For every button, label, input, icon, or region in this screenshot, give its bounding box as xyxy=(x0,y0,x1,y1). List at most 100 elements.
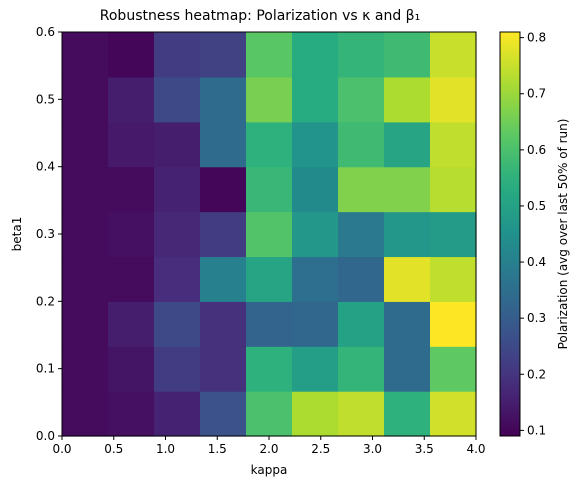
colorbar-tick-label: 0.6 xyxy=(527,143,546,157)
x-tick-label: 2.0 xyxy=(259,442,278,456)
heatmap-cell xyxy=(292,121,339,168)
colorbar-tick-label: 0.8 xyxy=(527,31,546,45)
heatmap-cell xyxy=(338,256,385,302)
heatmap-cell xyxy=(62,301,109,347)
heatmap-cell xyxy=(430,121,477,168)
heatmap-cell xyxy=(384,166,431,213)
x-axis-ticks: 0.0 0.5 1.0 1.5 2.0 2.5 3.0 3.5 4.0 xyxy=(52,436,486,456)
heatmap-cell xyxy=(246,301,293,347)
heatmap-cell xyxy=(338,76,385,123)
heatmap-cell xyxy=(292,211,339,258)
heatmap-cell xyxy=(154,256,201,302)
heatmap-cell xyxy=(338,166,385,213)
x-axis-label: kappa xyxy=(251,463,288,477)
heatmap-cell xyxy=(384,211,431,258)
colorbar xyxy=(499,31,521,437)
heatmap-cell xyxy=(246,391,293,437)
heatmap-cell xyxy=(200,346,247,392)
heatmap-cell xyxy=(200,301,247,347)
heatmap-cell xyxy=(108,121,155,168)
heatmap-cell xyxy=(384,391,431,437)
heatmap-cell xyxy=(292,166,339,213)
y-tick-label: 0.4 xyxy=(36,160,55,174)
heatmap-cell xyxy=(108,301,155,347)
heatmap-cell xyxy=(200,256,247,302)
y-axis-label: beta1 xyxy=(10,217,24,252)
heatmap-cell xyxy=(62,346,109,392)
heatmap-cell xyxy=(430,346,477,392)
heatmap-cell xyxy=(384,32,431,78)
colorbar-tick-label: 0.7 xyxy=(527,87,546,101)
heatmap-cell xyxy=(62,391,109,437)
heatmap-cell xyxy=(430,76,477,123)
heatmap-cell xyxy=(292,76,339,123)
heatmap-cell xyxy=(200,166,247,213)
heatmap-cell xyxy=(246,32,293,78)
colorbar-tick-label: 0.2 xyxy=(527,367,546,381)
heatmap-cell xyxy=(62,166,109,213)
colorbar-tick-label: 0.1 xyxy=(527,423,546,437)
heatmap-cell xyxy=(430,32,477,78)
heatmap-cell xyxy=(154,301,201,347)
heatmap-cell xyxy=(200,32,247,78)
y-tick-label: 0.3 xyxy=(36,227,55,241)
heatmap-cell xyxy=(384,121,431,168)
heatmap-cell xyxy=(384,256,431,302)
x-tick-label: 3.0 xyxy=(363,442,382,456)
heatmap-cell xyxy=(338,121,385,168)
heatmap-cell xyxy=(338,391,385,437)
x-tick-label: 0.5 xyxy=(104,442,123,456)
heatmap-cell xyxy=(200,121,247,168)
x-tick-label: 4.0 xyxy=(466,442,485,456)
heatmap-cell xyxy=(430,391,477,437)
heatmap-cell xyxy=(154,166,201,213)
heatmap-cell xyxy=(154,211,201,258)
y-tick-label: 0.6 xyxy=(36,25,55,39)
x-tick-label: 0.0 xyxy=(52,442,71,456)
colorbar-ticks: 0.1 0.2 0.3 0.4 0.5 0.6 0.7 0.8 xyxy=(520,31,546,437)
heatmap-cell xyxy=(338,211,385,258)
heatmap-cell xyxy=(292,301,339,347)
heatmap-cell xyxy=(154,76,201,123)
heatmap-cell xyxy=(108,211,155,258)
heatmap-cell xyxy=(338,32,385,78)
heatmap-cell xyxy=(430,166,477,213)
chart-title: Robustness heatmap: Polarization vs κ an… xyxy=(100,8,420,24)
y-tick-label: 0.0 xyxy=(36,429,55,443)
heatmap-cell xyxy=(62,256,109,302)
x-tick-label: 1.0 xyxy=(156,442,175,456)
heatmap-cell xyxy=(108,256,155,302)
heatmap-cell xyxy=(246,121,293,168)
heatmap-cell xyxy=(246,211,293,258)
heatmap-cell xyxy=(292,32,339,78)
heatmap-cell xyxy=(108,32,155,78)
heatmap-cells xyxy=(62,32,477,437)
y-axis-ticks: 0.0 0.1 0.2 0.3 0.4 0.5 0.6 xyxy=(36,25,62,443)
heatmap-cell xyxy=(292,346,339,392)
heatmap-cell xyxy=(246,166,293,213)
heatmap-cell xyxy=(108,76,155,123)
heatmap-cell xyxy=(246,256,293,302)
heatmap-cell xyxy=(430,256,477,302)
heatmap-cell xyxy=(384,346,431,392)
heatmap-cell xyxy=(108,346,155,392)
heatmap-cell xyxy=(338,301,385,347)
heatmap-cell xyxy=(338,346,385,392)
heatmap-cell xyxy=(246,346,293,392)
heatmap-cell xyxy=(154,391,201,437)
heatmap-cell xyxy=(200,211,247,258)
x-tick-label: 3.5 xyxy=(415,442,434,456)
heatmap-cell xyxy=(154,32,201,78)
heatmap-cell xyxy=(62,76,109,123)
heatmap-cell xyxy=(62,121,109,168)
heatmap-cell xyxy=(292,391,339,437)
colorbar-tick-label: 0.4 xyxy=(527,255,546,269)
colorbar-tick-label: 0.5 xyxy=(527,199,546,213)
x-tick-label: 2.5 xyxy=(311,442,330,456)
heatmap-cell xyxy=(108,391,155,437)
heatmap-cell xyxy=(154,346,201,392)
heatmap-cell xyxy=(200,391,247,437)
heatmap-cell xyxy=(384,301,431,347)
colorbar-tick-label: 0.3 xyxy=(527,311,546,325)
